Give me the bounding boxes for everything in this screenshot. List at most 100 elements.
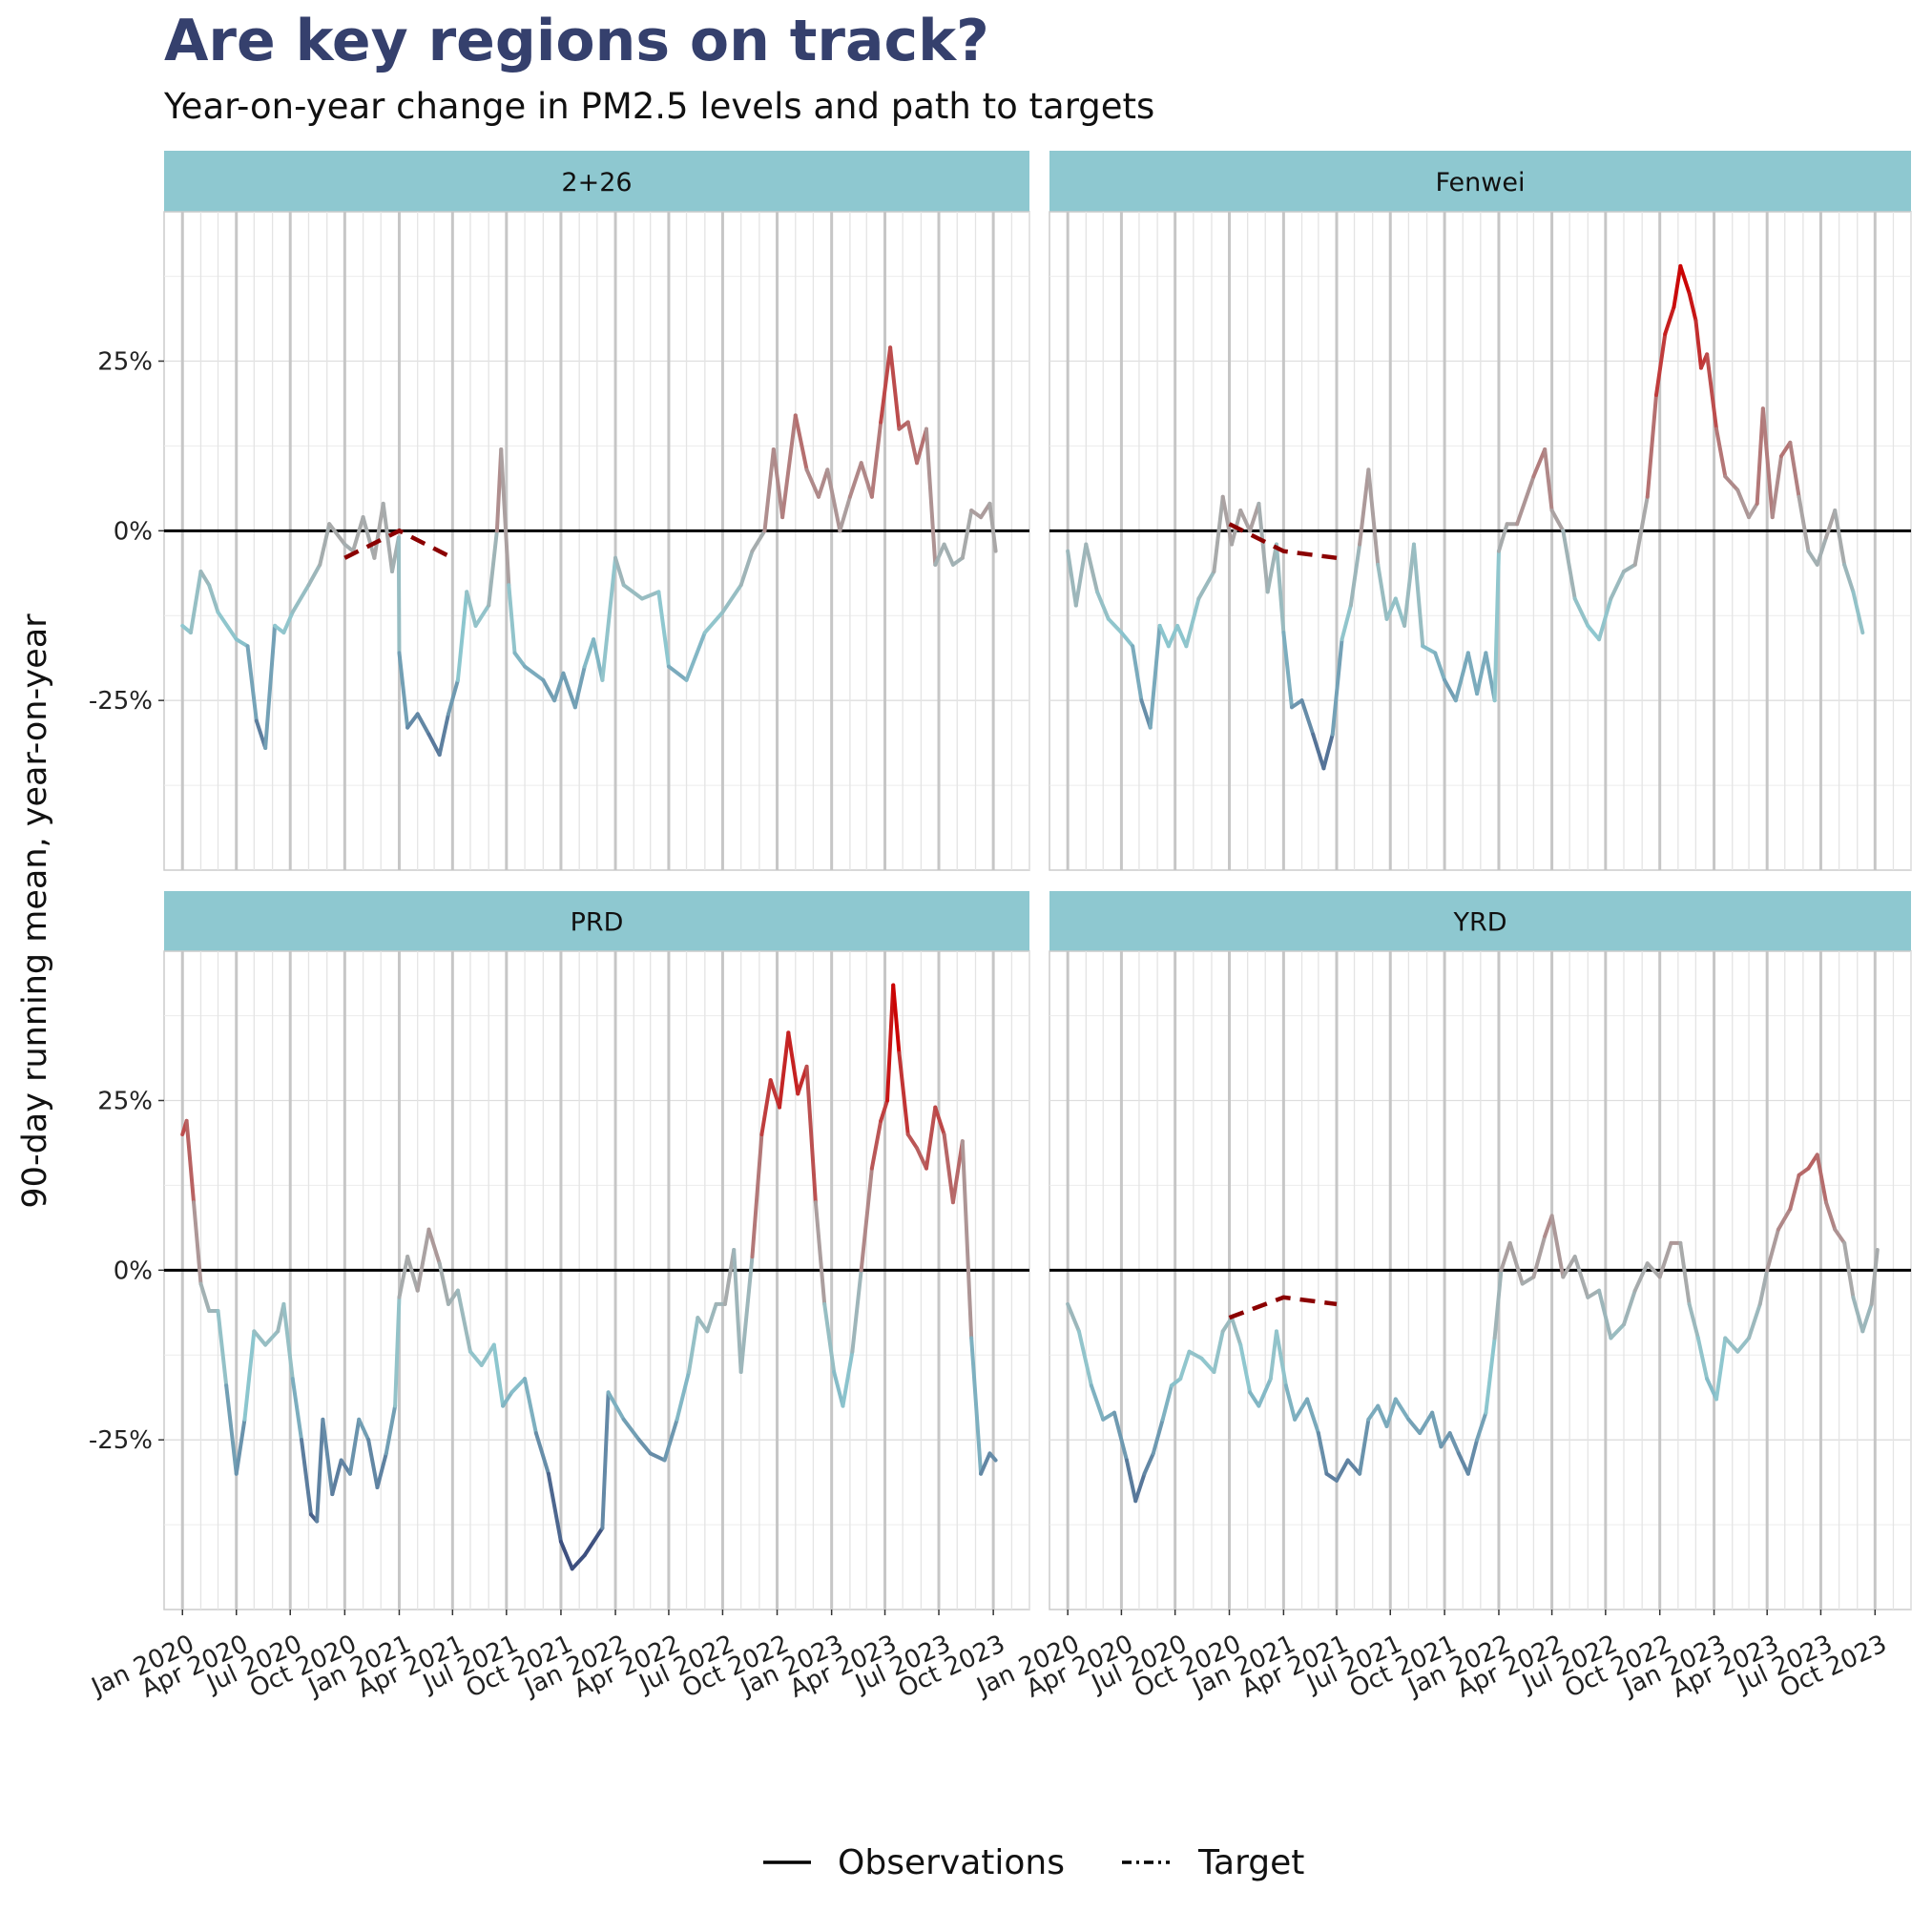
observation-segment bbox=[1324, 1471, 1339, 1483]
observation-segment bbox=[1101, 1410, 1116, 1422]
observation-segment bbox=[1723, 1336, 1740, 1354]
observation-segment bbox=[1632, 494, 1650, 567]
observation-segment bbox=[859, 461, 874, 499]
observation-segment bbox=[1311, 732, 1326, 771]
observation-segment bbox=[570, 1553, 587, 1571]
observation-segment bbox=[847, 461, 863, 499]
observation-segment bbox=[1465, 651, 1480, 696]
observation-segment bbox=[1622, 562, 1637, 574]
observation-segment bbox=[318, 522, 332, 567]
observation-segment bbox=[372, 501, 385, 560]
observation-segment bbox=[1549, 508, 1566, 533]
observation-segment bbox=[455, 1288, 472, 1354]
observation-segment bbox=[558, 1539, 574, 1571]
observation-segment bbox=[666, 664, 689, 682]
observation-segment bbox=[1430, 1410, 1444, 1449]
observation-segment bbox=[888, 345, 902, 431]
observation-segment bbox=[1663, 304, 1676, 337]
observation-segment bbox=[1151, 1417, 1165, 1456]
observation-segment bbox=[1496, 522, 1509, 553]
observation-segment bbox=[1842, 1240, 1856, 1299]
observation-segment bbox=[1358, 1417, 1371, 1476]
observation-segment bbox=[1290, 698, 1304, 710]
observation-segment bbox=[1851, 590, 1865, 635]
observation-segment bbox=[636, 1438, 653, 1456]
observation-segment bbox=[245, 644, 259, 723]
observation-segment bbox=[1160, 1383, 1174, 1422]
observation-segment bbox=[1645, 393, 1658, 499]
observation-segment bbox=[1515, 474, 1536, 527]
observation-segment bbox=[1293, 1397, 1310, 1422]
observation-segment bbox=[1632, 1261, 1650, 1293]
observation-segment bbox=[1212, 494, 1225, 574]
observation-segment bbox=[1142, 1451, 1155, 1476]
observation-segment bbox=[1384, 1397, 1398, 1428]
observation-segment bbox=[507, 583, 517, 655]
observation-segment bbox=[1475, 651, 1488, 696]
observation-segment bbox=[1705, 1377, 1719, 1402]
observation-segment bbox=[720, 583, 743, 614]
observation-segment bbox=[613, 555, 626, 588]
observation-segment bbox=[1265, 542, 1278, 594]
observation-segment bbox=[1376, 1403, 1389, 1428]
observation-segment bbox=[415, 712, 431, 737]
observation-segment bbox=[263, 623, 278, 750]
observation-segment bbox=[300, 1438, 313, 1517]
observation-segment bbox=[1657, 1240, 1673, 1279]
observation-segment bbox=[509, 1377, 528, 1395]
observation-segment bbox=[1335, 1458, 1350, 1483]
observation-segment bbox=[347, 1417, 362, 1476]
observation-segment bbox=[950, 555, 965, 567]
observation-segment bbox=[1797, 1166, 1811, 1177]
observation-segment bbox=[1393, 1397, 1411, 1422]
observation-segment bbox=[1672, 263, 1683, 309]
observation-segment bbox=[1735, 488, 1752, 520]
observation-segment bbox=[290, 583, 311, 614]
observation-segment bbox=[1597, 596, 1613, 642]
observation-segment bbox=[1305, 1397, 1320, 1436]
observation-segment bbox=[1393, 596, 1407, 628]
observation-segment bbox=[198, 570, 212, 588]
observation-segment bbox=[393, 1295, 402, 1408]
observation-segment bbox=[1770, 454, 1784, 520]
observation-segment bbox=[987, 501, 998, 553]
observation-segment bbox=[924, 1105, 938, 1171]
observation-segment bbox=[1157, 623, 1171, 649]
observation-segment bbox=[1475, 1410, 1488, 1443]
observation-segment bbox=[523, 1377, 538, 1436]
observation-segment bbox=[600, 1390, 611, 1530]
observation-segment bbox=[499, 447, 511, 588]
observation-segment bbox=[606, 1390, 626, 1422]
observation-segment bbox=[224, 1383, 239, 1476]
observation-segment bbox=[869, 420, 883, 499]
observation-segment bbox=[330, 1458, 343, 1497]
observation-segment bbox=[1076, 1329, 1093, 1388]
observation-segment bbox=[905, 1132, 920, 1151]
observation-segment bbox=[1220, 1316, 1234, 1334]
observation-segment bbox=[1860, 1301, 1874, 1334]
observation-segment bbox=[1757, 1268, 1770, 1306]
observation-segment bbox=[1788, 1173, 1801, 1212]
observation-segment bbox=[384, 1403, 398, 1456]
observation-segment bbox=[675, 1370, 692, 1422]
observation-segment bbox=[1586, 1288, 1602, 1299]
observation-segment bbox=[969, 508, 984, 520]
observation-segment bbox=[1321, 732, 1335, 771]
observation-segment bbox=[600, 555, 618, 682]
observation-segment bbox=[1735, 1336, 1752, 1354]
observation-segment bbox=[437, 1261, 450, 1306]
observation-segment bbox=[1747, 501, 1759, 520]
y-tick-label: 0% bbox=[114, 1257, 153, 1285]
observation-segment bbox=[1776, 1207, 1793, 1232]
observation-segment bbox=[1283, 1383, 1298, 1422]
observation-segment bbox=[541, 677, 557, 703]
observation-segment bbox=[1520, 1275, 1536, 1286]
target-line bbox=[1228, 522, 1338, 561]
observation-segment bbox=[1815, 1153, 1828, 1205]
observation-segment bbox=[759, 1078, 773, 1137]
observation-segment bbox=[234, 1417, 247, 1476]
observation-segment bbox=[426, 732, 442, 758]
observation-segment bbox=[1148, 623, 1162, 730]
observation-segment bbox=[1597, 1288, 1613, 1340]
observation-segment bbox=[786, 1030, 800, 1096]
